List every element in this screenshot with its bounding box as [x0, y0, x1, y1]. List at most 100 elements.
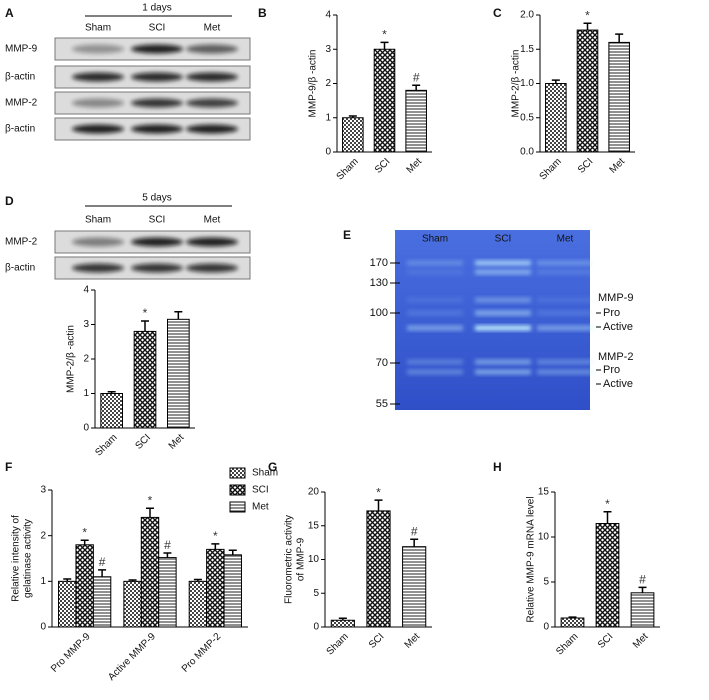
x-tick-label: Sham — [335, 156, 361, 182]
error-bar — [551, 79, 560, 84]
lane-label: Met — [204, 23, 221, 34]
y-tick-label: 15 — [538, 487, 550, 498]
bar — [188, 580, 208, 628]
y-tick-label: 10 — [308, 554, 320, 565]
significance-mark: * — [585, 8, 590, 22]
blot-band — [131, 98, 183, 108]
marker-label: 170 — [370, 257, 388, 269]
gel-band — [537, 269, 593, 275]
bar — [608, 41, 630, 153]
y-tick-label: 0 — [40, 622, 46, 633]
x-tick-label: Met — [405, 156, 425, 176]
gel-annotation: Pro — [603, 364, 620, 376]
y-tick-label: 1 — [325, 112, 331, 123]
y-tick-label: 1 — [40, 576, 46, 587]
error-bar — [146, 507, 154, 518]
lane-label: SCI — [149, 23, 166, 34]
blot-band — [72, 124, 124, 134]
significance-mark: # — [413, 70, 420, 84]
bar — [100, 393, 124, 429]
blot-band — [72, 72, 124, 82]
bar — [545, 83, 567, 153]
error-bar — [568, 616, 577, 618]
y-tick-label: 0 — [83, 423, 89, 434]
legend-swatch — [229, 484, 246, 496]
bar — [330, 619, 355, 628]
blot-band — [131, 44, 183, 54]
x-tick-label: SCI — [373, 156, 393, 176]
y-tick-label: 2 — [325, 78, 331, 89]
y-tick-label: 1.0 — [520, 78, 534, 89]
bar — [92, 576, 112, 628]
bar — [560, 617, 585, 628]
lane-label: Met — [204, 215, 221, 226]
marker-label: 100 — [370, 307, 388, 319]
error-bar — [228, 549, 237, 555]
bar — [223, 554, 242, 628]
row-label: β-actin — [5, 124, 35, 135]
gel-band — [407, 260, 463, 266]
gel-band — [475, 260, 531, 266]
x-tick-label: SCI — [596, 631, 616, 651]
lane-label: SCI — [495, 234, 512, 245]
error-bar — [211, 543, 220, 550]
error-bar — [63, 578, 72, 582]
bar — [75, 544, 94, 628]
legend-swatch — [229, 501, 246, 513]
gel-band — [537, 310, 593, 316]
gel-band — [537, 260, 593, 266]
blot-band — [72, 98, 124, 108]
gel-band — [475, 325, 531, 331]
bar — [58, 580, 77, 628]
blot-band — [186, 72, 238, 82]
y-tick-label: 4 — [325, 10, 331, 21]
x-tick-label: Met — [631, 631, 651, 651]
marker-label: 130 — [370, 277, 388, 289]
gel-band — [475, 269, 531, 275]
significance-mark: # — [99, 555, 106, 569]
y-axis-label: Relative intensity of — [11, 515, 22, 602]
gel-band — [475, 369, 531, 375]
error-bar — [380, 41, 389, 50]
y-tick-label: 0 — [543, 622, 549, 633]
x-tick-label: Active MMP-9 — [106, 631, 158, 683]
blot-band — [131, 124, 183, 134]
bar — [366, 510, 391, 628]
y-tick-label: 2 — [40, 530, 46, 541]
error-bar — [615, 33, 624, 43]
y-tick-label: 0 — [313, 622, 319, 633]
blot-title: 5 days — [142, 193, 171, 204]
blot-title: 1 days — [142, 3, 171, 14]
significance-mark: * — [605, 497, 610, 511]
error-bar — [80, 539, 89, 545]
lane-label: Met — [557, 234, 574, 245]
bar — [206, 548, 225, 628]
x-tick-label: Sham — [538, 156, 564, 182]
gel-annotation: Active — [603, 321, 633, 333]
blot-band — [186, 237, 238, 247]
error-bar — [193, 578, 202, 582]
y-axis-label: of MMP-9 — [296, 537, 307, 581]
x-tick-label: Sham — [554, 631, 580, 657]
lane-label: Sham — [422, 234, 448, 245]
error-bar — [107, 391, 116, 394]
bar — [595, 523, 620, 628]
blot-band — [186, 124, 238, 134]
blot-band — [186, 98, 238, 108]
bar — [133, 330, 157, 429]
bar — [167, 318, 190, 429]
gel-band — [407, 369, 463, 375]
bar — [402, 546, 427, 628]
significance-mark: * — [213, 529, 218, 543]
gel-band — [537, 369, 593, 375]
row-label: MMP-2 — [5, 237, 38, 248]
x-tick-label: Sham — [325, 631, 351, 657]
marker-label: 55 — [376, 398, 388, 410]
x-tick-label: Pro MMP-2 — [180, 631, 224, 675]
gel-image — [395, 230, 590, 410]
panel-label: C — [493, 6, 502, 20]
blot-band — [131, 237, 183, 247]
lane-label: Sham — [85, 23, 111, 34]
blot-band — [186, 44, 238, 54]
